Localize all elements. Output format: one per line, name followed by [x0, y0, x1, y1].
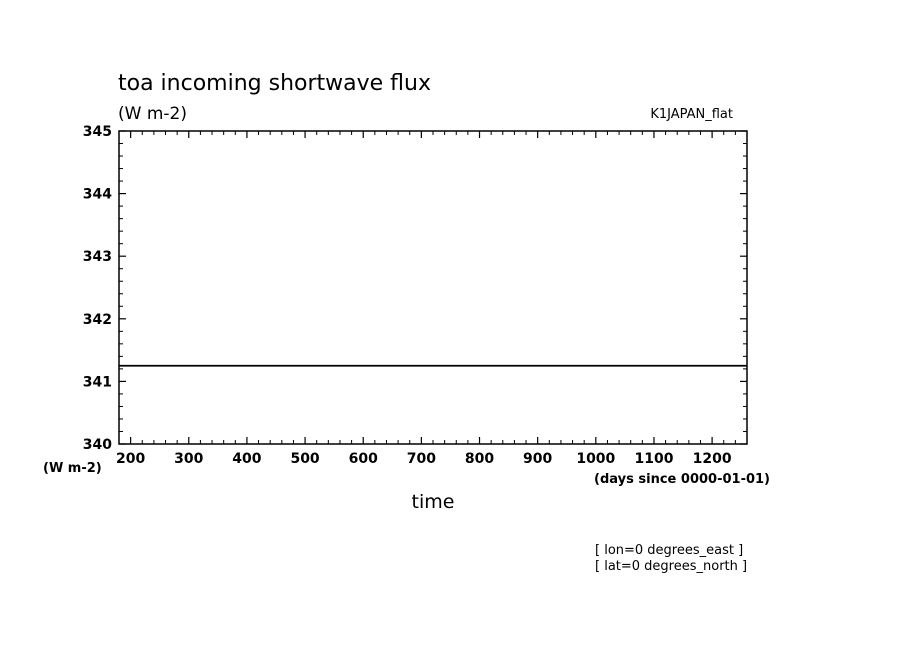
chart-units: (W m-2) — [118, 104, 187, 124]
x-tick-label: 700 — [407, 451, 436, 467]
y-tick-label: 343 — [83, 249, 112, 265]
x-tick-label: 900 — [523, 451, 552, 467]
plot-frame — [118, 130, 748, 445]
x-tick-label: 300 — [174, 451, 203, 467]
x-tick-label: 800 — [465, 451, 494, 467]
x-tick-label: 600 — [349, 451, 378, 467]
y-axis-units: (W m-2) — [43, 461, 102, 476]
x-tick-label: 1200 — [693, 451, 732, 467]
y-tick-label: 345 — [83, 124, 112, 140]
x-axis-units: (days since 0000-01-01) — [594, 472, 770, 487]
y-tick-labels: 340 341 342 343 344 345 — [83, 124, 112, 453]
chart-title: toa incoming shortwave flux — [118, 71, 431, 96]
x-tick-label: 400 — [232, 451, 261, 467]
x-tick-label: 1100 — [634, 451, 673, 467]
y-tick-label: 341 — [83, 374, 112, 390]
x-tick-label: 500 — [290, 451, 319, 467]
annotation-lat: [ lat=0 degrees_north ] — [595, 559, 747, 574]
x-tick-label: 1000 — [576, 451, 615, 467]
y-tick-label: 344 — [83, 187, 112, 203]
x-axis-label: time — [412, 491, 455, 513]
axis-ticks — [118, 130, 748, 445]
y-tick-label: 340 — [83, 437, 112, 453]
x-tick-labels: 200 300 400 500 600 700 800 900 1000 1100 1200 — [116, 451, 732, 467]
y-tick-label: 342 — [83, 312, 112, 328]
x-tick-label: 200 — [116, 451, 145, 467]
annotation-lon: [ lon=0 degrees_east ] — [595, 543, 743, 558]
source-label: K1JAPAN_flat — [650, 107, 733, 122]
